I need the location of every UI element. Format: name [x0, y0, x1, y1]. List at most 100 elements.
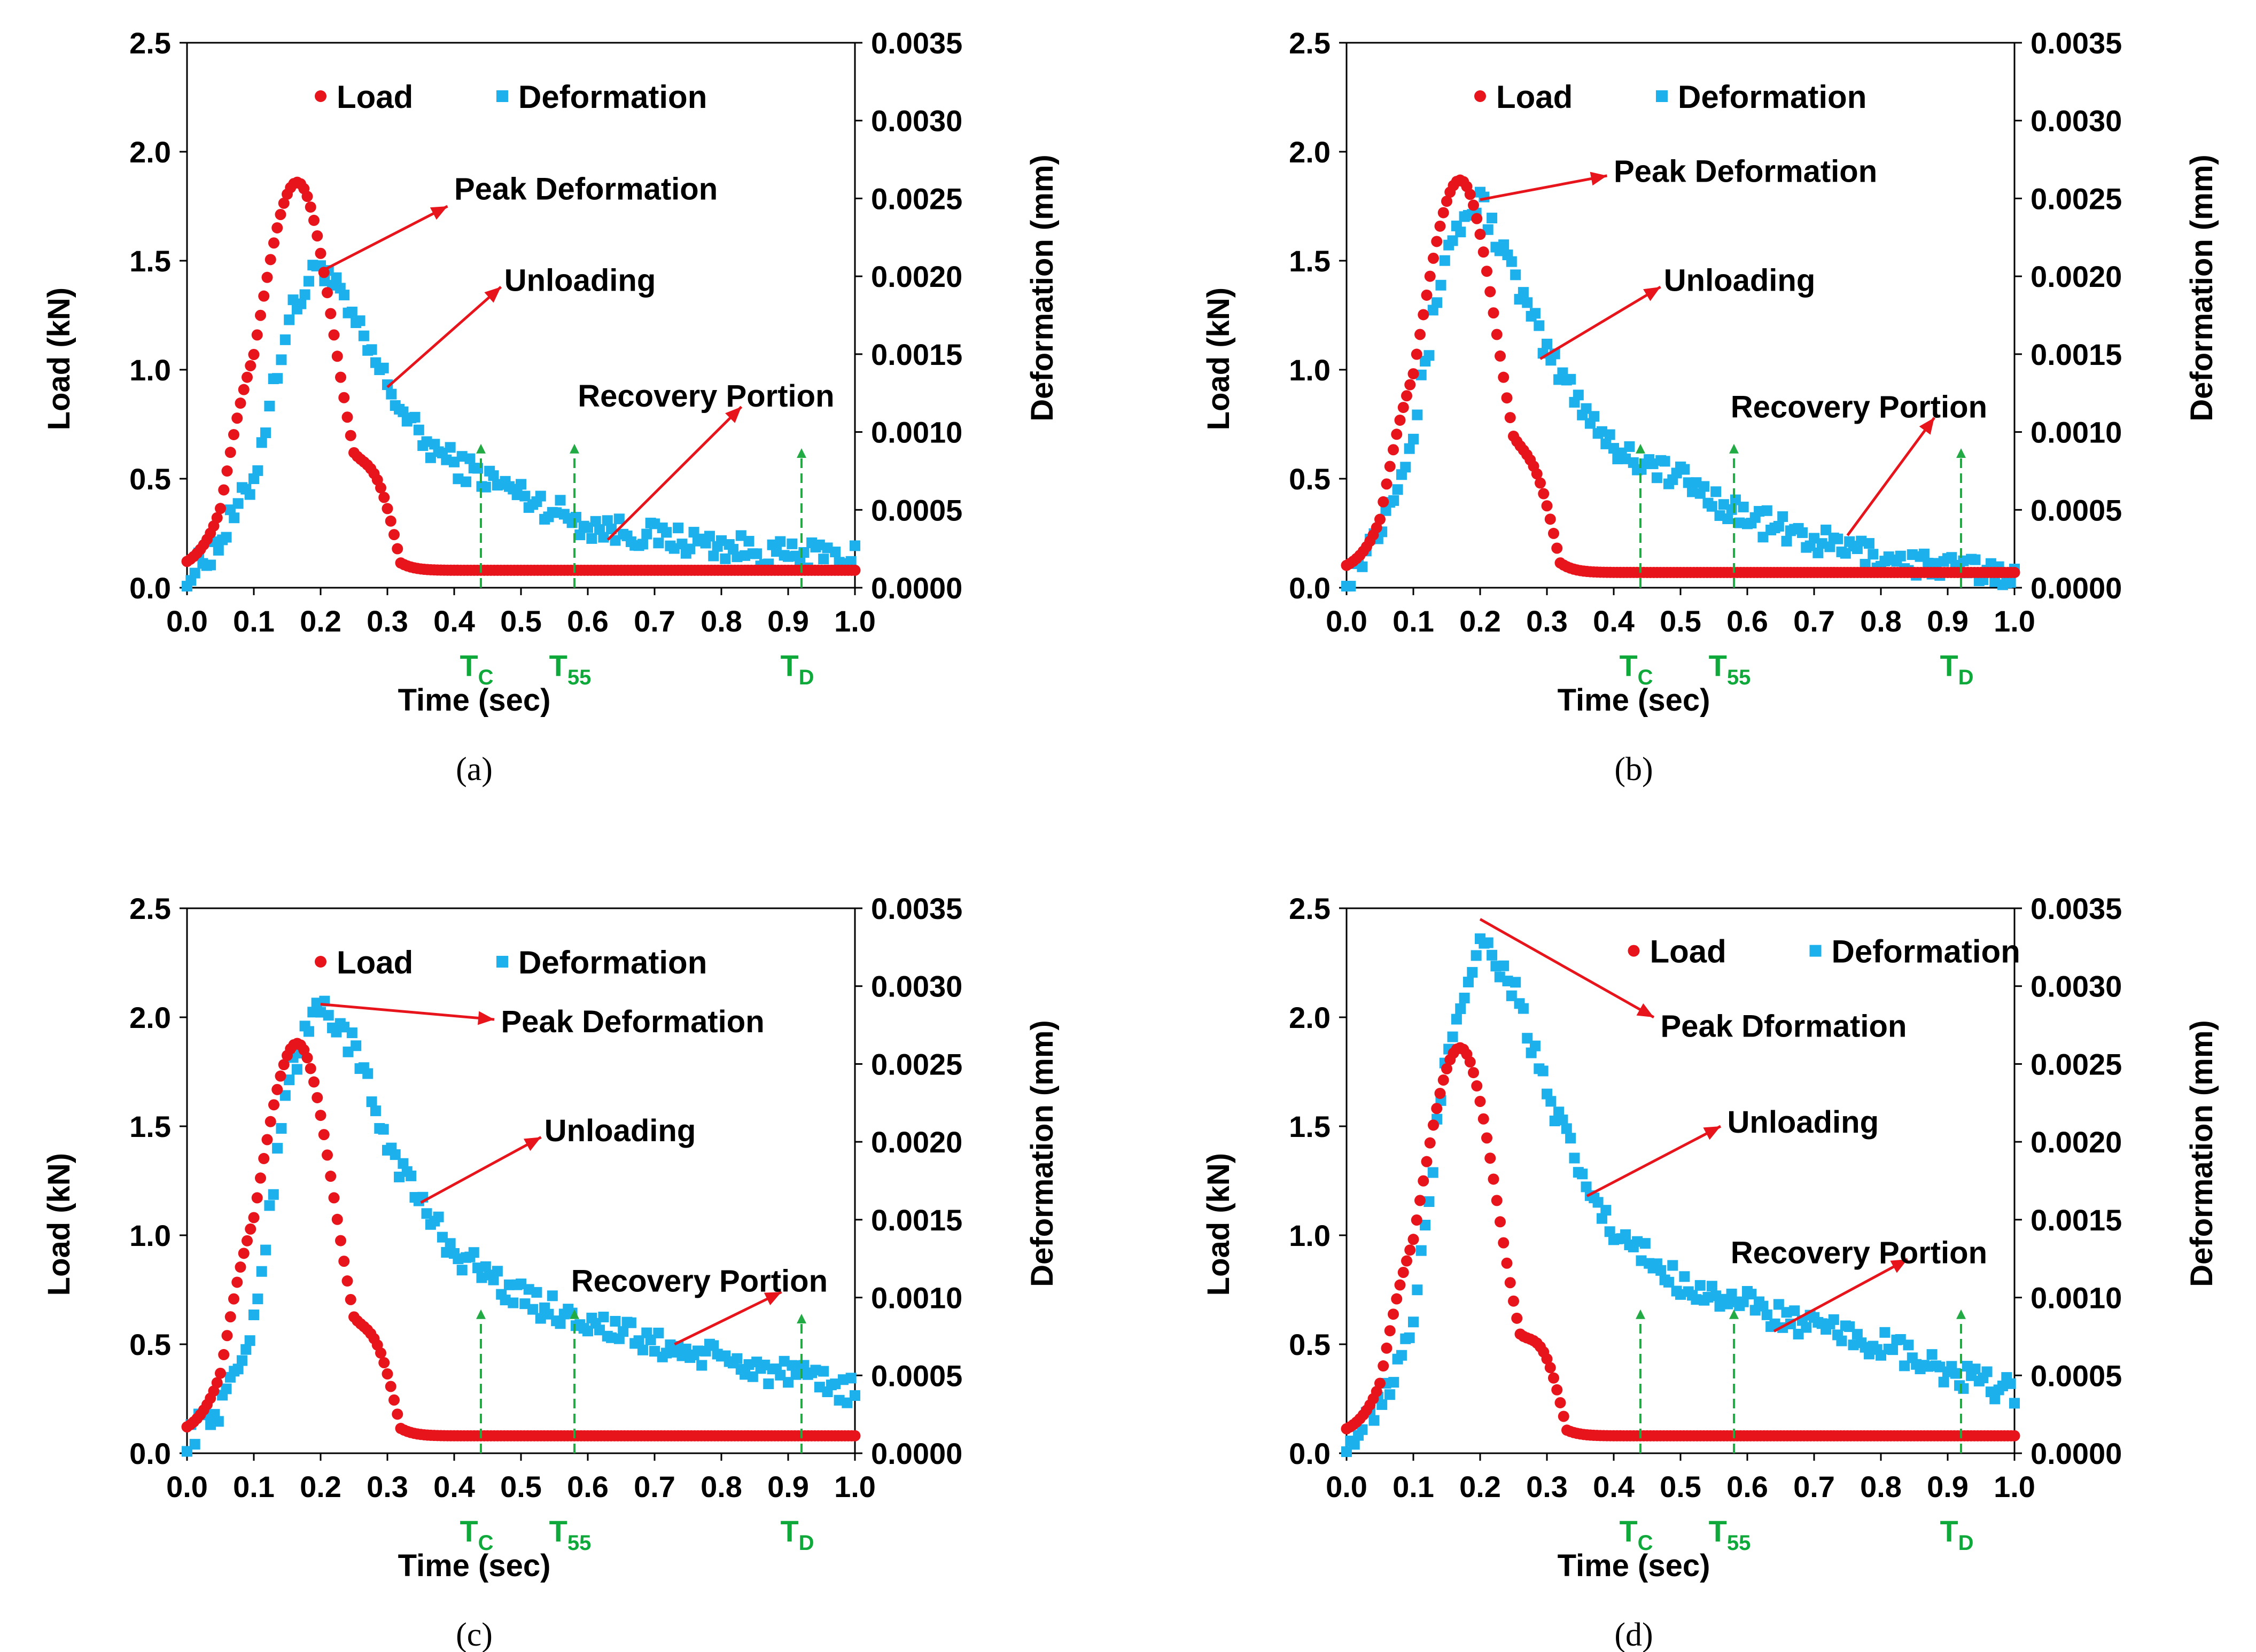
marker-TD: TD — [780, 1313, 814, 1555]
load-point — [325, 1171, 337, 1182]
load-point — [1388, 1308, 1399, 1320]
annotation-arrow-line — [1586, 1125, 1722, 1197]
deformation-point — [1879, 1327, 1891, 1338]
annotation-unloading: Unloading — [1539, 263, 1815, 360]
load-point — [1464, 1056, 1476, 1068]
deformation-point — [570, 512, 581, 523]
deformation-point — [390, 1149, 401, 1160]
deformation-point — [1773, 520, 1784, 532]
deformation-point — [413, 424, 424, 435]
annotation-text: Peak Deformation — [501, 1004, 765, 1039]
deformation-point — [213, 1416, 224, 1427]
deformation-point — [1679, 1271, 1690, 1282]
annotation-unloading: Unloading — [386, 263, 656, 388]
y2-tick-label: 0.0030 — [2031, 104, 2122, 138]
deformation-point — [378, 362, 389, 373]
y2-tick-label: 0.0035 — [871, 892, 962, 925]
load-point — [258, 1152, 270, 1164]
load-point — [1381, 1342, 1393, 1354]
x-tick-label: 0.7 — [634, 1470, 675, 1503]
deformation-point — [1895, 550, 1906, 562]
load-point — [1504, 412, 1516, 424]
deformation-point — [1796, 527, 1808, 538]
load-point — [1544, 1362, 1556, 1374]
x-tick-label: 0.0 — [166, 604, 208, 638]
load-point — [1401, 1255, 1412, 1267]
load-point — [1548, 527, 1559, 539]
marker-label: T55 — [549, 649, 592, 689]
deformation-point — [1506, 256, 1517, 267]
marker-arrowhead — [476, 443, 486, 454]
legend-load-label: Load — [337, 945, 413, 980]
x-tick-label: 0.8 — [1860, 604, 1902, 638]
load-point — [1418, 1175, 1429, 1187]
x-tick-label: 0.6 — [567, 604, 609, 638]
load-series — [181, 176, 861, 576]
marker-label-sub: 55 — [567, 1531, 592, 1555]
deformation-point — [555, 495, 566, 506]
deformation-point — [354, 315, 365, 326]
annotation-arrow-line — [1846, 417, 1936, 536]
deformation-point — [602, 515, 613, 526]
load-point — [1434, 220, 1446, 232]
legend-load-label: Load — [1650, 934, 1726, 970]
marker-label: TD — [780, 1514, 814, 1555]
load-point — [1421, 289, 1433, 301]
x-tick-label: 0.4 — [1593, 604, 1635, 638]
deformation-point — [1565, 1133, 1576, 1144]
load-point — [218, 484, 230, 496]
x-tick-label: 0.0 — [1326, 604, 1367, 638]
deformation-point — [637, 539, 648, 550]
deformation-point — [433, 1211, 444, 1222]
y2-tick-label: 0.0025 — [871, 1047, 962, 1081]
load-point — [221, 465, 233, 477]
x-tick-label: 0.7 — [1793, 604, 1835, 638]
deformation-point — [323, 1010, 334, 1021]
deformation-point — [331, 272, 342, 283]
deformation-point — [461, 476, 472, 487]
marker-label-sub: C — [478, 666, 494, 689]
load-point — [1431, 236, 1443, 247]
load-point — [1418, 309, 1429, 321]
deformation-point — [653, 537, 664, 549]
x-tick-label: 0.5 — [1660, 604, 1701, 638]
deformation-point — [409, 411, 421, 423]
x-tick-label: 0.9 — [1927, 604, 1969, 638]
x-tick-label: 0.9 — [767, 604, 809, 638]
x-tick-label: 0.5 — [500, 604, 542, 638]
deformation-point — [1706, 501, 1717, 512]
annotation-arrowhead — [523, 1137, 541, 1151]
deformation-point — [1529, 1040, 1541, 1051]
load-point — [2009, 566, 2020, 578]
x-axis-title: Time (sec) — [1558, 683, 1710, 718]
annotation-recovery: Recovery Portion — [1731, 389, 1987, 536]
legend-load-swatch — [315, 956, 326, 968]
deformation-point — [1565, 373, 1576, 385]
y-tick-label: 1.0 — [129, 353, 171, 387]
deformation-point — [787, 538, 798, 549]
deformation-point — [1836, 1335, 1847, 1346]
deformation-point — [276, 1123, 287, 1134]
deformation-point — [468, 1247, 479, 1258]
deformation-point — [1482, 937, 1493, 948]
deformation-point — [1349, 1439, 1360, 1450]
load-point — [1544, 513, 1556, 525]
y2-tick-label: 0.0010 — [2031, 1281, 2122, 1315]
load-point — [308, 1076, 320, 1088]
x-tick-label: 0.1 — [1393, 604, 1434, 638]
annotation-arrow-line — [320, 1003, 495, 1021]
deformation-point — [346, 1027, 357, 1039]
x-tick-label: 0.0 — [166, 1470, 208, 1503]
y2-tick-label: 0.0000 — [871, 1437, 962, 1470]
load-point — [1471, 1080, 1483, 1092]
y-tick-label: 0.0 — [1289, 1437, 1331, 1470]
x-tick-label: 1.0 — [1994, 604, 2035, 638]
deformation-point — [516, 479, 526, 490]
deformation-point — [1868, 549, 1879, 560]
load-point — [388, 1394, 400, 1406]
y-tick-label: 1.5 — [1289, 244, 1331, 278]
x-tick-label: 0.3 — [367, 604, 408, 638]
annotation-arrowhead — [430, 206, 448, 220]
deformation-point — [189, 1439, 200, 1450]
